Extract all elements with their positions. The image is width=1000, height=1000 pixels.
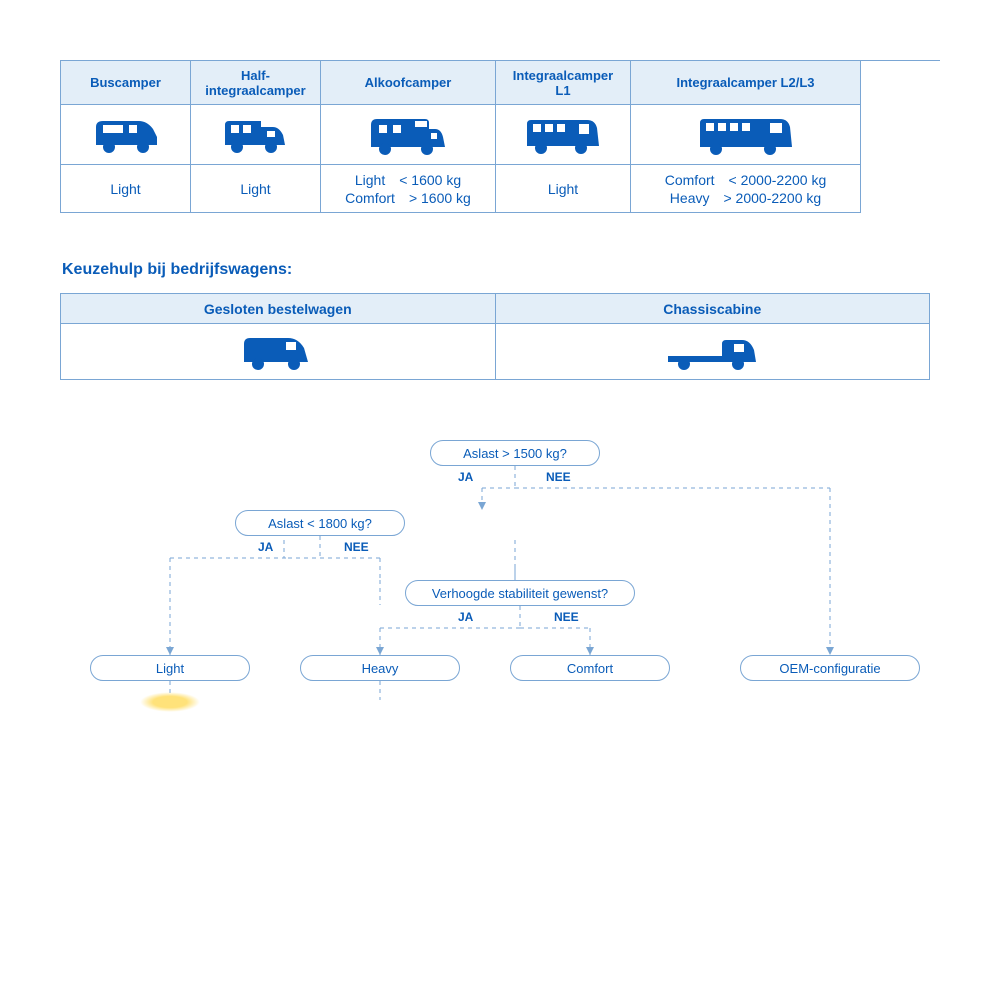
tree-node-r3: Comfort [510, 655, 670, 681]
tree-label-5: NEE [554, 610, 579, 624]
decision-tree: Aslast > 1500 kg? Aslast < 1800 kg? Verhoo… [60, 440, 930, 710]
van-col2-header: Chassiscabine [496, 294, 931, 324]
tree-label-2: JA [258, 540, 273, 554]
van-col1-header: Gesloten bestelwagen [61, 294, 496, 324]
alcove-icon [321, 105, 496, 165]
col4-header: Integraalcamper L1 [496, 61, 631, 105]
col1-spec: Light [61, 165, 191, 213]
col3-header: Alkoofcamper [321, 61, 496, 105]
col4-spec: Light [496, 165, 631, 213]
tree-label-1: NEE [546, 470, 571, 484]
col3-spec: Light< 1600 kg Comfort> 1600 kg [321, 165, 496, 213]
tree-node-r2: Heavy [300, 655, 460, 681]
tree-node-q1: Aslast > 1500 kg? [430, 440, 600, 466]
tree-node-q2: Aslast < 1800 kg? [235, 510, 405, 536]
tree-node-r4: OEM-configuratie [740, 655, 920, 681]
tree-label-3: NEE [344, 540, 369, 554]
camper-table: Buscamper Half-integraalcamper Alkoofcam… [60, 60, 940, 213]
tree-label-4: JA [458, 610, 473, 624]
col2-header: Half-integraalcamper [191, 61, 321, 105]
col5-header: Integraalcamper L2/L3 [631, 61, 861, 105]
integral-l1-icon [496, 105, 631, 165]
highlight-blob [140, 692, 200, 712]
tree-node-r1: Light [90, 655, 250, 681]
chassis-cab-icon [496, 324, 931, 380]
van-camper-icon [61, 105, 191, 165]
col5-spec: Comfort< 2000-2200 kg Heavy> 2000-2200 k… [631, 165, 861, 213]
col1-header: Buscamper [61, 61, 191, 105]
van-table: Gesloten bestelwagen Chassiscabine [60, 293, 930, 380]
half-integral-icon [191, 105, 321, 165]
panel-van-icon [61, 324, 496, 380]
tree-node-q3: Verhoogde stabiliteit gewenst? [405, 580, 635, 606]
col2-spec: Light [191, 165, 321, 213]
tree-label-0: JA [458, 470, 473, 484]
section-heading: Keuzehulp bij bedrijfswagens: [62, 261, 940, 279]
integral-l2l3-icon [631, 105, 861, 165]
